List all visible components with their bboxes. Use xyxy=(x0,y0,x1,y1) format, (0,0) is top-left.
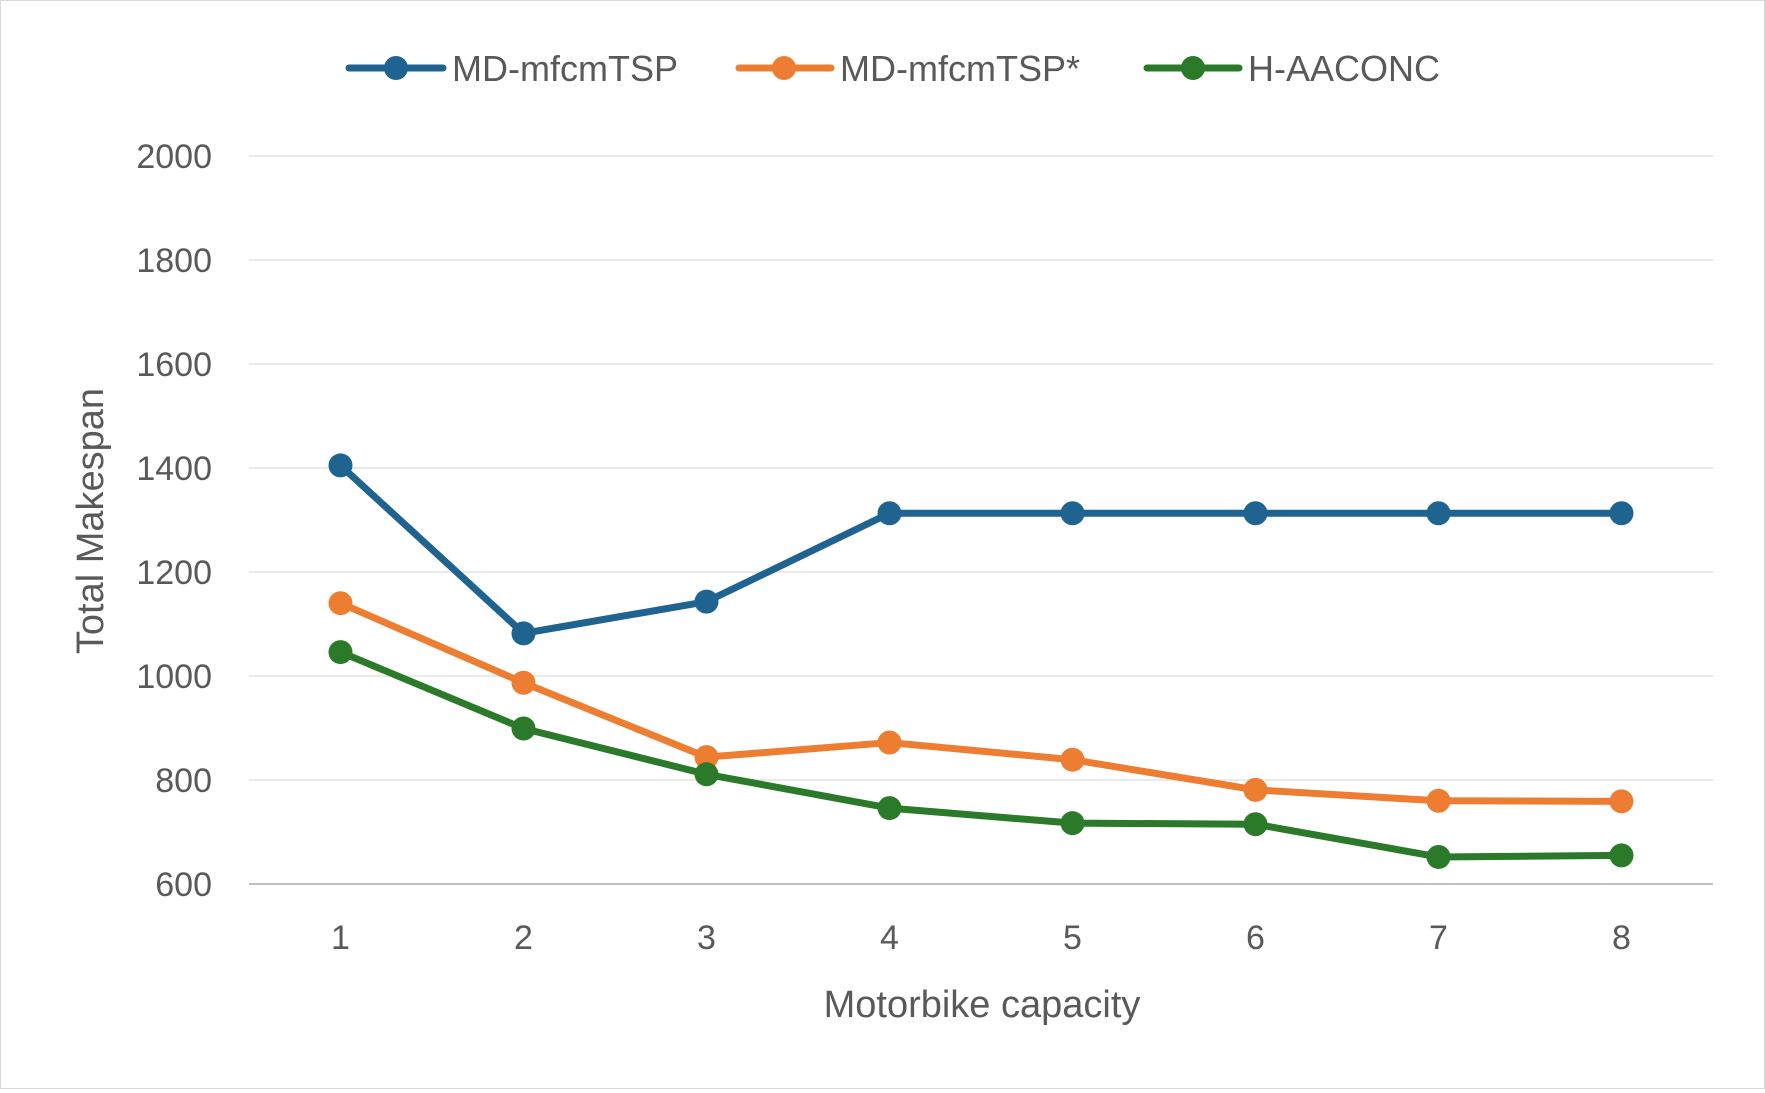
data-point xyxy=(328,453,353,478)
data-point xyxy=(511,621,536,646)
y-tick-label: 2000 xyxy=(136,138,212,176)
data-point xyxy=(877,501,902,526)
x-tick-label: 5 xyxy=(1063,919,1082,957)
legend-label: MD-mfcmTSP* xyxy=(840,48,1080,89)
data-point xyxy=(1243,812,1268,837)
series-line xyxy=(337,599,1625,805)
legend-item: H-AACONC xyxy=(1143,48,1440,89)
series-line xyxy=(337,461,1625,637)
data-point xyxy=(1060,811,1085,836)
x-tick-label: 8 xyxy=(1612,919,1631,957)
data-point xyxy=(1060,747,1085,772)
data-point xyxy=(511,716,536,741)
y-tick-label: 1800 xyxy=(136,242,212,280)
x-tick-label: 6 xyxy=(1246,919,1265,957)
data-point xyxy=(1426,788,1451,813)
gridlines xyxy=(249,155,1713,781)
x-tick-label: 3 xyxy=(697,919,716,957)
y-tick-label: 1000 xyxy=(136,658,212,696)
data-point xyxy=(694,589,719,614)
data-point xyxy=(1060,501,1085,526)
series-line xyxy=(337,648,1625,861)
legend-swatch-marker xyxy=(384,56,408,80)
legend-label: H-AACONC xyxy=(1248,48,1440,89)
x-tick-label: 1 xyxy=(331,919,350,957)
legend-swatch-marker xyxy=(772,56,796,80)
x-tick-label: 7 xyxy=(1429,919,1448,957)
data-point xyxy=(1609,501,1634,526)
legend: MD-mfcmTSP MD-mfcmTSP* H-AACONC xyxy=(345,48,1440,89)
data-point xyxy=(1609,843,1634,868)
legend-item: MD-mfcmTSP* xyxy=(735,48,1080,89)
y-tick-label: 1600 xyxy=(136,346,212,384)
y-tick-label: 1200 xyxy=(136,554,212,592)
data-point xyxy=(511,670,536,695)
data-point xyxy=(877,730,902,755)
legend-swatch-marker xyxy=(1181,56,1205,80)
legend-label: MD-mfcmTSP xyxy=(452,48,678,89)
data-point xyxy=(1609,789,1634,814)
series-2 xyxy=(328,640,1634,869)
x-axis-title: Motorbike capacity xyxy=(824,984,1141,1026)
data-point xyxy=(694,762,719,787)
data-point xyxy=(328,640,353,665)
y-axis-title: Total Makespan xyxy=(70,388,112,654)
series-0 xyxy=(328,453,1634,646)
data-point xyxy=(694,745,719,770)
data-point xyxy=(1243,501,1268,526)
series-lines xyxy=(328,453,1634,869)
y-tick-label: 1400 xyxy=(136,450,212,488)
data-point xyxy=(328,591,353,616)
series-1 xyxy=(328,591,1634,814)
data-point xyxy=(1243,777,1268,802)
data-point xyxy=(1426,501,1451,526)
y-tick-label: 600 xyxy=(155,866,212,904)
data-point xyxy=(877,796,902,821)
legend-item: MD-mfcmTSP xyxy=(345,48,678,89)
x-tick-label: 4 xyxy=(880,919,899,957)
x-tick-label: 2 xyxy=(514,919,533,957)
y-tick-label: 800 xyxy=(155,762,212,800)
axes: 600 800 1000 1200 1400 1600 1800 2000 1 2 3 4 5 6 7 8 xyxy=(136,138,1713,957)
data-point xyxy=(1426,844,1451,869)
